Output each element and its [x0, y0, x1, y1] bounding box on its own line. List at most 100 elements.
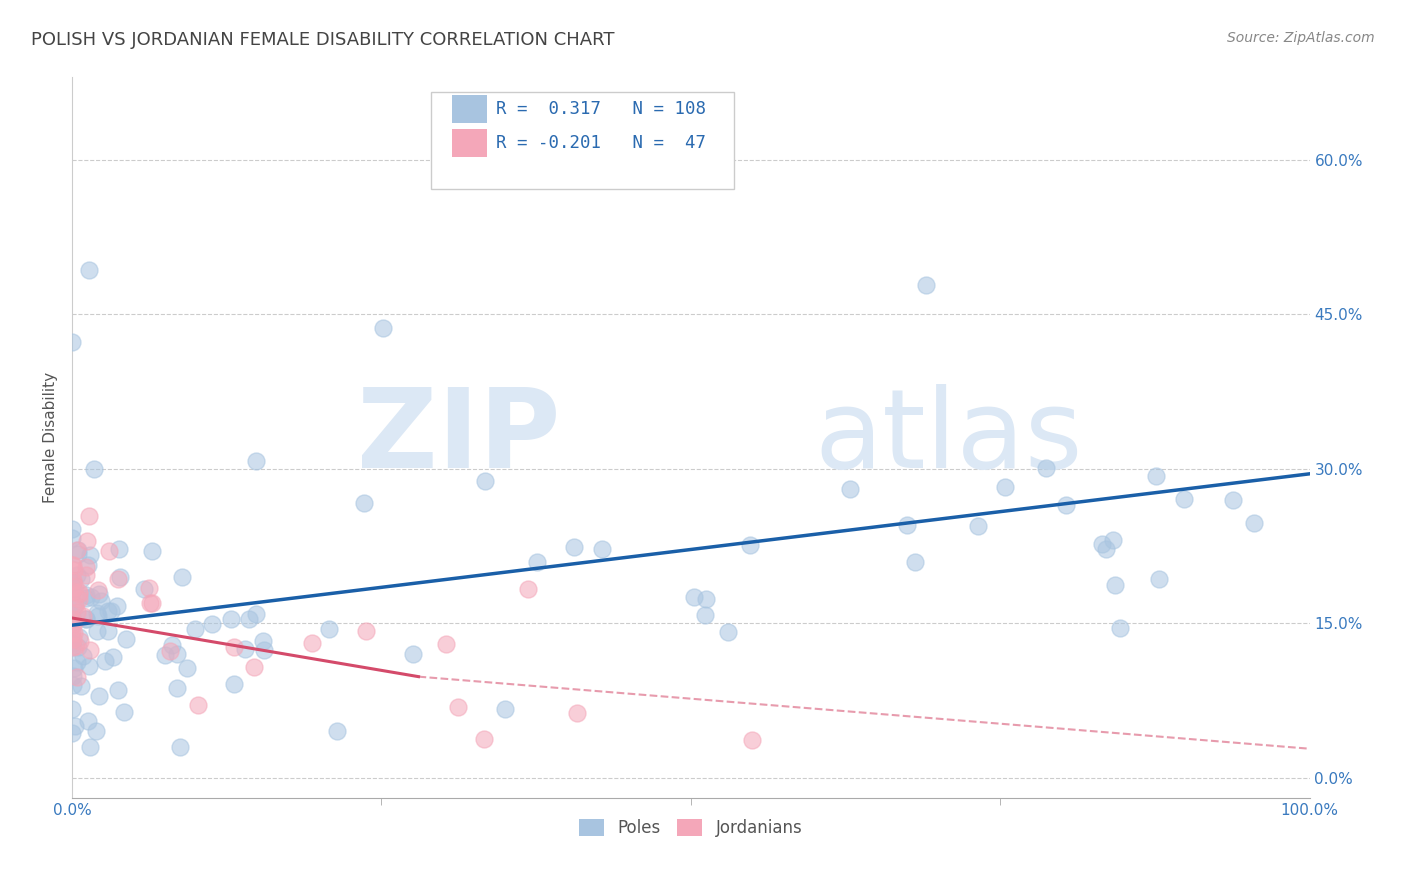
Point	[65, 639, 87, 653]
Point	[69, 634, 91, 648]
Point	[318, 622, 340, 636]
Text: Source: ZipAtlas.com: Source: ZipAtlas.com	[1227, 31, 1375, 45]
Point	[60, 636, 83, 650]
Point	[402, 648, 425, 662]
Text: ZIP: ZIP	[357, 384, 561, 491]
Point	[77, 558, 100, 572]
Point	[86, 624, 108, 638]
FancyBboxPatch shape	[451, 129, 486, 157]
Point	[966, 519, 988, 533]
Point	[60, 583, 83, 598]
Point	[62, 575, 84, 590]
Point	[72, 608, 94, 623]
Point	[63, 580, 86, 594]
Point	[235, 641, 257, 656]
Point	[1144, 469, 1167, 483]
Point	[169, 739, 191, 754]
Point	[839, 482, 862, 496]
Point	[67, 640, 90, 655]
Point	[77, 509, 100, 524]
Point	[138, 581, 160, 595]
Point	[94, 655, 117, 669]
Point	[86, 606, 108, 620]
Point	[75, 589, 97, 603]
Point	[526, 555, 548, 569]
Point	[75, 612, 97, 626]
Point	[76, 534, 98, 549]
Point	[166, 648, 188, 662]
Point	[159, 644, 181, 658]
Point	[86, 723, 108, 738]
Point	[447, 699, 470, 714]
Point	[187, 698, 209, 712]
Point	[224, 640, 246, 654]
Point	[139, 596, 162, 610]
Point	[741, 733, 763, 747]
Point	[66, 543, 89, 558]
Point	[79, 643, 101, 657]
Point	[75, 568, 97, 582]
FancyBboxPatch shape	[430, 92, 734, 189]
Point	[354, 624, 377, 638]
Point	[60, 624, 83, 639]
Point	[62, 599, 84, 614]
Point	[176, 661, 198, 675]
Point	[60, 558, 83, 572]
Point	[134, 582, 156, 596]
Point	[904, 555, 927, 569]
Point	[112, 705, 135, 719]
Point	[592, 541, 614, 556]
Point	[353, 496, 375, 510]
Point	[222, 677, 245, 691]
Point	[1147, 573, 1170, 587]
Point	[86, 608, 108, 623]
Point	[63, 616, 86, 631]
Point	[1173, 492, 1195, 507]
Point	[115, 632, 138, 647]
Text: atlas: atlas	[814, 384, 1083, 491]
Point	[1109, 621, 1132, 635]
Point	[60, 607, 83, 622]
Point	[60, 574, 83, 588]
Point	[60, 726, 83, 740]
Point	[108, 541, 131, 556]
Point	[67, 630, 90, 644]
Point	[567, 706, 589, 720]
Point	[60, 612, 83, 626]
Point	[184, 623, 207, 637]
Point	[60, 618, 83, 632]
Point	[79, 263, 101, 277]
Point	[62, 574, 84, 589]
Point	[717, 624, 740, 639]
Legend: Poles, Jordanians: Poles, Jordanians	[572, 813, 808, 844]
Text: R = -0.201   N =  47: R = -0.201 N = 47	[496, 134, 706, 152]
Point	[326, 723, 349, 738]
Point	[243, 660, 266, 674]
FancyBboxPatch shape	[451, 95, 486, 123]
Point	[562, 540, 585, 554]
Point	[87, 587, 110, 601]
Point	[79, 739, 101, 754]
Point	[70, 573, 93, 587]
Point	[66, 670, 89, 684]
Point	[1035, 461, 1057, 475]
Point	[252, 634, 274, 648]
Point	[101, 649, 124, 664]
Point	[77, 714, 100, 729]
Point	[62, 334, 84, 349]
Point	[107, 683, 129, 698]
Point	[72, 649, 94, 664]
Point	[105, 599, 128, 614]
Point	[62, 632, 84, 646]
Point	[141, 543, 163, 558]
Point	[100, 604, 122, 618]
Point	[60, 702, 83, 716]
Point	[1222, 493, 1244, 508]
Point	[245, 607, 267, 621]
Point	[896, 517, 918, 532]
Point	[170, 569, 193, 583]
Point	[166, 681, 188, 695]
Point	[683, 591, 706, 605]
Point	[97, 604, 120, 618]
Point	[474, 474, 496, 488]
